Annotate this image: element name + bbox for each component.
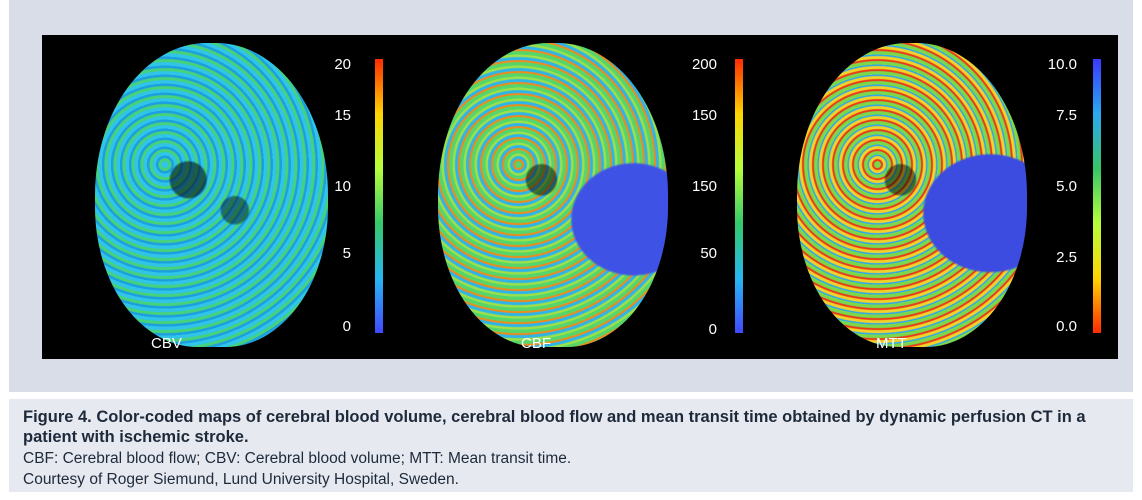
mtt-colorbar — [1093, 59, 1101, 333]
cbf-tick-5: 0 — [708, 321, 717, 338]
cbf-label: CBF — [521, 335, 551, 352]
cbf-tick-2: 150 — [691, 107, 717, 124]
cbf-tick-4: 50 — [700, 245, 717, 262]
mtt-tick-3: 5.0 — [1056, 178, 1077, 195]
mtt-tick-5: 0.0 — [1056, 318, 1077, 335]
caption-courtesy: Courtesy of Roger Siemund, Lund Universi… — [23, 471, 459, 488]
figure-caption: Figure 4. Color-coded maps of cerebral b… — [9, 399, 1133, 492]
mtt-tick-1: 10.0 — [1047, 56, 1077, 73]
cbv-brain-map — [95, 43, 328, 347]
cbf-tick-1: 200 — [691, 56, 717, 73]
cbf-colorbar — [735, 59, 743, 333]
mtt-tick-4: 2.5 — [1056, 249, 1077, 266]
figure-frame: 20 15 10 5 0 CBV 200 150 150 50 0 CBF 10… — [9, 0, 1133, 392]
cbf-tick-3: 150 — [691, 178, 717, 195]
cbv-tick-5: 0 — [342, 318, 351, 335]
mtt-brain-map — [797, 43, 1027, 347]
perfusion-image-panel: 20 15 10 5 0 CBV 200 150 150 50 0 CBF 10… — [42, 35, 1118, 359]
caption-title: Figure 4. Color-coded maps of cerebral b… — [23, 408, 1086, 446]
mtt-label: MTT — [876, 335, 907, 352]
cbv-tick-4: 5 — [342, 245, 351, 262]
cbv-colorbar — [375, 59, 383, 333]
mtt-tick-2: 7.5 — [1056, 107, 1077, 124]
caption-abbreviations: CBF: Cerebral blood flow; CBV: Cerebral … — [23, 450, 572, 467]
cbv-tick-3: 10 — [334, 178, 351, 195]
cbv-tick-1: 20 — [334, 56, 351, 73]
cbv-label: CBV — [151, 335, 182, 352]
cbv-tick-2: 15 — [334, 107, 351, 124]
cbf-brain-map — [438, 43, 668, 347]
